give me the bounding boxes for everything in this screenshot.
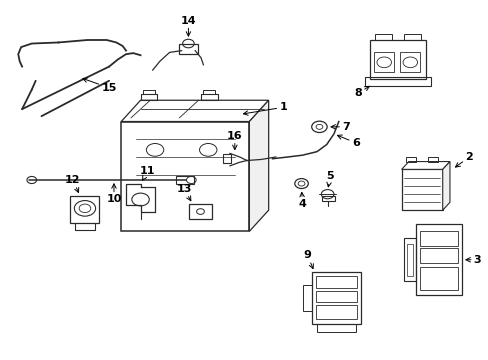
Polygon shape bbox=[442, 162, 449, 210]
Bar bbox=[407, 244, 412, 276]
Text: 13: 13 bbox=[176, 184, 191, 201]
Text: 1: 1 bbox=[243, 102, 286, 115]
Bar bbox=[406, 157, 415, 162]
Bar bbox=[140, 94, 157, 100]
Bar bbox=[419, 231, 457, 246]
Bar bbox=[201, 94, 218, 100]
Text: 12: 12 bbox=[65, 175, 81, 193]
Bar bbox=[223, 154, 231, 163]
Text: 14: 14 bbox=[180, 15, 196, 36]
Bar bbox=[373, 53, 393, 72]
Text: 15: 15 bbox=[82, 78, 117, 93]
Bar bbox=[70, 196, 99, 222]
Text: 16: 16 bbox=[226, 131, 242, 149]
Text: 6: 6 bbox=[337, 135, 359, 148]
Bar bbox=[415, 224, 461, 295]
Text: 8: 8 bbox=[353, 86, 368, 98]
Bar bbox=[179, 44, 197, 54]
Text: 5: 5 bbox=[325, 171, 333, 187]
Polygon shape bbox=[401, 162, 449, 169]
Text: 3: 3 bbox=[465, 255, 480, 265]
Bar bbox=[419, 267, 457, 290]
Bar bbox=[188, 204, 212, 219]
Text: 9: 9 bbox=[303, 250, 313, 269]
Bar bbox=[315, 276, 356, 288]
Bar bbox=[121, 122, 249, 231]
Bar bbox=[315, 305, 356, 319]
Bar bbox=[419, 248, 457, 263]
Bar bbox=[365, 77, 430, 86]
Bar bbox=[203, 90, 215, 94]
Bar bbox=[399, 53, 420, 72]
Bar bbox=[369, 40, 425, 79]
Bar bbox=[374, 33, 391, 40]
Bar bbox=[321, 195, 335, 201]
Bar bbox=[403, 33, 420, 40]
Text: 2: 2 bbox=[454, 152, 472, 167]
Bar bbox=[401, 169, 442, 210]
Text: 4: 4 bbox=[298, 192, 306, 209]
Bar bbox=[427, 157, 437, 162]
Bar bbox=[311, 272, 360, 324]
Bar bbox=[176, 176, 194, 184]
Bar bbox=[142, 90, 155, 94]
Text: 7: 7 bbox=[330, 122, 349, 132]
Polygon shape bbox=[121, 100, 268, 122]
Bar bbox=[316, 324, 355, 332]
Polygon shape bbox=[249, 100, 268, 231]
Bar bbox=[303, 284, 311, 311]
Text: 10: 10 bbox=[106, 184, 122, 204]
Bar bbox=[403, 238, 415, 281]
Text: 11: 11 bbox=[140, 166, 155, 180]
Bar bbox=[315, 291, 356, 302]
